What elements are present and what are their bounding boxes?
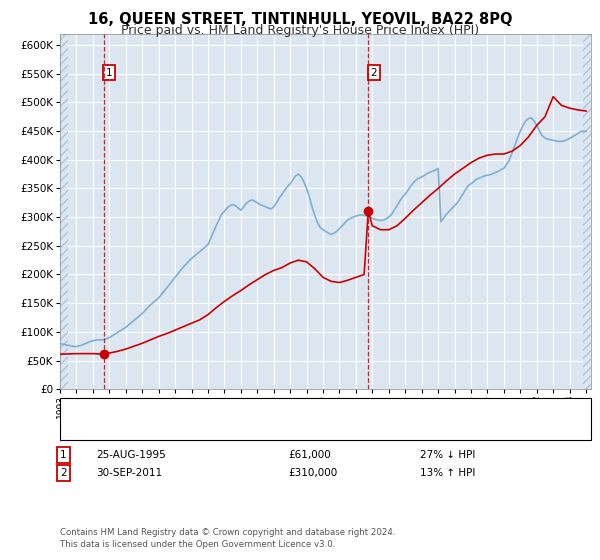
- Text: 16, QUEEN STREET, TINTINHULL, YEOVIL, BA22 8PQ (detached house): 16, QUEEN STREET, TINTINHULL, YEOVIL, BA…: [102, 404, 450, 414]
- Text: 1: 1: [60, 450, 67, 460]
- Text: 2: 2: [60, 468, 67, 478]
- Text: 13% ↑ HPI: 13% ↑ HPI: [420, 468, 475, 478]
- Text: ——: ——: [69, 403, 94, 416]
- Text: HPI: Average price, detached house, Somerset: HPI: Average price, detached house, Some…: [102, 423, 334, 433]
- Text: £310,000: £310,000: [288, 468, 337, 478]
- Text: ——: ——: [69, 421, 94, 435]
- Text: 1: 1: [106, 68, 113, 78]
- Text: 27% ↓ HPI: 27% ↓ HPI: [420, 450, 475, 460]
- Text: Price paid vs. HM Land Registry's House Price Index (HPI): Price paid vs. HM Land Registry's House …: [121, 24, 479, 37]
- Text: 2: 2: [371, 68, 377, 78]
- Text: 25-AUG-1995: 25-AUG-1995: [96, 450, 166, 460]
- Text: £61,000: £61,000: [288, 450, 331, 460]
- Text: 16, QUEEN STREET, TINTINHULL, YEOVIL, BA22 8PQ: 16, QUEEN STREET, TINTINHULL, YEOVIL, BA…: [88, 12, 512, 27]
- Text: 30-SEP-2011: 30-SEP-2011: [96, 468, 162, 478]
- Text: Contains HM Land Registry data © Crown copyright and database right 2024.
This d: Contains HM Land Registry data © Crown c…: [60, 528, 395, 549]
